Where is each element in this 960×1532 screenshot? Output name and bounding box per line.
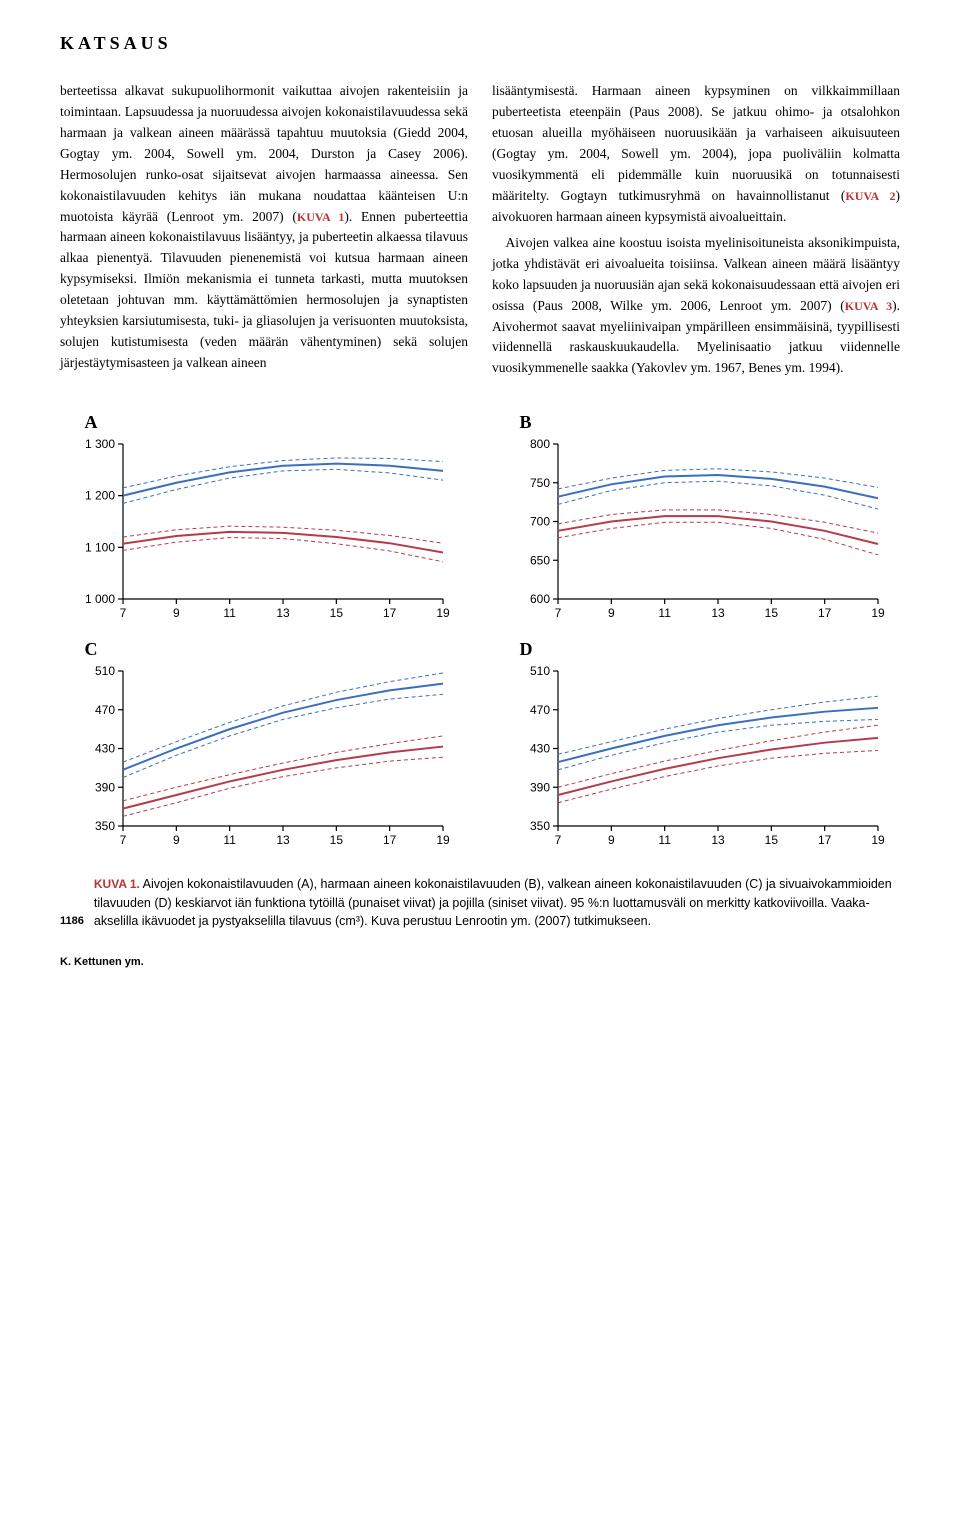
svg-text:11: 11 xyxy=(658,606,671,620)
svg-text:13: 13 xyxy=(276,833,290,847)
svg-text:15: 15 xyxy=(329,606,343,620)
svg-text:11: 11 xyxy=(658,833,671,847)
svg-text:750: 750 xyxy=(529,476,549,490)
chart-panel-C: C 350 390 430 470 510 7 9 11 13 15 17 19 xyxy=(73,636,453,857)
chart-grid: A 1 000 1 100 1 200 1 300 7 9 11 13 15 17 19 B 600… xyxy=(60,409,900,857)
chart-svg-A: 1 000 1 100 1 200 1 300 7 9 11 13 15 17 19 xyxy=(73,438,453,623)
svg-text:19: 19 xyxy=(436,833,450,847)
chart-panel-D: D 350 390 430 470 510 7 9 11 13 15 17 19 xyxy=(508,636,888,857)
svg-text:7: 7 xyxy=(119,606,126,620)
svg-text:13: 13 xyxy=(711,833,725,847)
svg-text:9: 9 xyxy=(607,606,614,620)
svg-text:15: 15 xyxy=(329,833,343,847)
svg-text:350: 350 xyxy=(94,819,114,833)
section-header: KATSAUS xyxy=(60,30,900,57)
svg-text:800: 800 xyxy=(529,438,549,451)
svg-text:7: 7 xyxy=(119,833,126,847)
svg-text:350: 350 xyxy=(529,819,549,833)
figure-ref-2: KUVA 2 xyxy=(845,189,895,203)
page-number: 1186 xyxy=(60,913,84,930)
svg-text:600: 600 xyxy=(529,592,549,606)
svg-text:430: 430 xyxy=(529,742,549,756)
panel-label: B xyxy=(508,409,888,436)
svg-text:390: 390 xyxy=(529,781,549,795)
svg-text:7: 7 xyxy=(554,606,561,620)
page-footer: K. Kettunen ym. xyxy=(60,954,900,971)
svg-text:17: 17 xyxy=(382,833,396,847)
right-column: lisääntymisestä. Harmaan aineen kypsymin… xyxy=(492,81,900,379)
svg-text:11: 11 xyxy=(223,833,236,847)
panel-label: D xyxy=(508,636,888,663)
two-column-body: berteetissa alkavat sukupuolihormonit va… xyxy=(60,81,900,379)
svg-text:510: 510 xyxy=(529,665,549,678)
svg-text:430: 430 xyxy=(94,742,114,756)
caption-text: Aivojen kokonaistilavuuden (A), harmaan … xyxy=(94,877,892,928)
chart-panel-B: B 600 650 700 750 800 7 9 11 13 15 17 19 xyxy=(508,409,888,630)
panel-label: C xyxy=(73,636,453,663)
svg-text:650: 650 xyxy=(529,554,549,568)
body-text: lisääntymisestä. Harmaan aineen kypsymin… xyxy=(492,83,900,203)
svg-text:470: 470 xyxy=(94,703,114,717)
svg-text:9: 9 xyxy=(607,833,614,847)
figure-ref-1: KUVA 1 xyxy=(297,210,345,224)
svg-text:7: 7 xyxy=(554,833,561,847)
svg-text:19: 19 xyxy=(871,833,885,847)
svg-text:17: 17 xyxy=(817,833,831,847)
panel-label: A xyxy=(73,409,453,436)
svg-text:470: 470 xyxy=(529,703,549,717)
svg-text:9: 9 xyxy=(172,606,179,620)
svg-text:15: 15 xyxy=(764,833,778,847)
svg-text:13: 13 xyxy=(276,606,290,620)
svg-text:19: 19 xyxy=(436,606,450,620)
svg-text:1 300: 1 300 xyxy=(84,438,114,451)
body-text: berteetissa alkavat sukupuolihormonit va… xyxy=(60,83,468,224)
svg-text:13: 13 xyxy=(711,606,725,620)
left-column: berteetissa alkavat sukupuolihormonit va… xyxy=(60,81,468,379)
chart-svg-B: 600 650 700 750 800 7 9 11 13 15 17 19 xyxy=(508,438,888,623)
chart-svg-C: 350 390 430 470 510 7 9 11 13 15 17 19 xyxy=(73,665,453,850)
svg-text:11: 11 xyxy=(223,606,236,620)
svg-text:390: 390 xyxy=(94,781,114,795)
svg-text:1 000: 1 000 xyxy=(84,592,114,606)
caption-lead: KUVA 1. xyxy=(94,877,140,891)
chart-panel-A: A 1 000 1 100 1 200 1 300 7 9 11 13 15 17 19 xyxy=(73,409,453,630)
figure-caption: KUVA 1. Aivojen kokonaistilavuuden (A), … xyxy=(94,875,900,930)
svg-text:510: 510 xyxy=(94,665,114,678)
svg-text:1 200: 1 200 xyxy=(84,489,114,503)
body-text: ). Ennen puberteettia harmaan aineen kok… xyxy=(60,209,468,370)
svg-text:17: 17 xyxy=(817,606,831,620)
svg-text:9: 9 xyxy=(172,833,179,847)
svg-text:1 100: 1 100 xyxy=(84,541,114,555)
svg-text:19: 19 xyxy=(871,606,885,620)
figure-ref-3: KUVA 3 xyxy=(845,299,892,313)
svg-text:15: 15 xyxy=(764,606,778,620)
svg-text:17: 17 xyxy=(382,606,396,620)
chart-svg-D: 350 390 430 470 510 7 9 11 13 15 17 19 xyxy=(508,665,888,850)
svg-text:700: 700 xyxy=(529,515,549,529)
